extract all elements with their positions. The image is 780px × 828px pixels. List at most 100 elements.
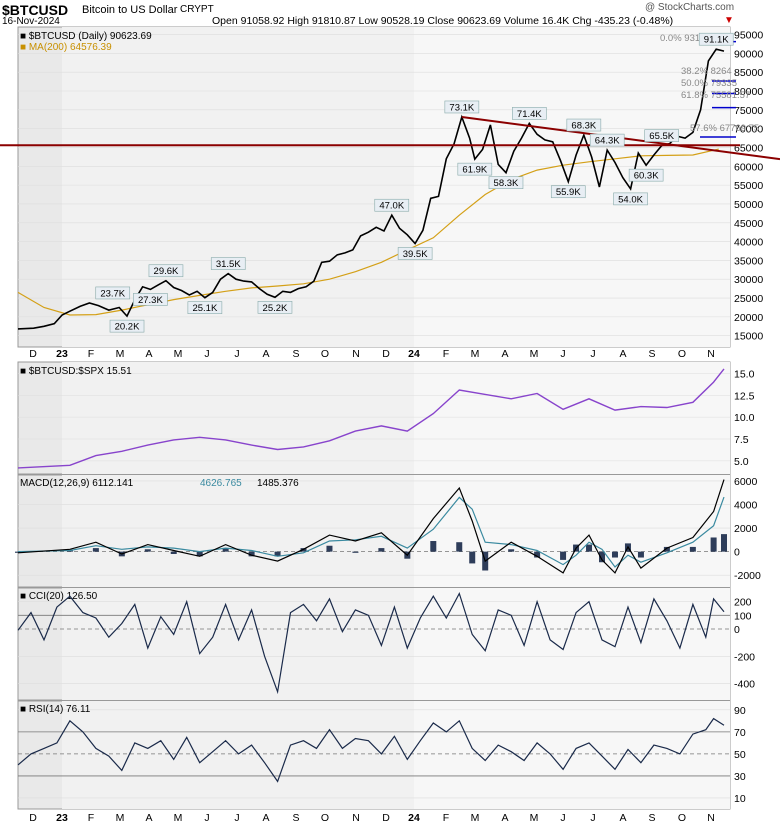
- xtick: J: [204, 348, 209, 360]
- peak-label: 20.2K: [115, 322, 140, 333]
- macd-hist-bar: [222, 548, 229, 552]
- macd-hist-bar: [599, 551, 606, 563]
- peak-label: 47.0K: [379, 201, 404, 212]
- ytick: 7.5: [734, 434, 749, 446]
- xtick: M: [116, 348, 125, 360]
- ytick: 0: [734, 547, 740, 559]
- xtick: M: [174, 812, 183, 824]
- xtick: F: [443, 348, 449, 360]
- peak-label-box: [397, 247, 433, 260]
- xtick: F: [88, 812, 94, 824]
- macd-hist-bar: [326, 545, 333, 552]
- ratio-line: [17, 368, 725, 469]
- exchange-label: CRYPT: [180, 4, 214, 15]
- xtick: O: [321, 812, 329, 824]
- peak-label: 60.3K: [634, 171, 659, 182]
- ytick: 30: [734, 771, 746, 783]
- ratio-panel: 5.0 7.5 10.0 12.5 15.0 ■ $BTCUSD:$SPX 15.51: [17, 361, 755, 475]
- legend-macd-hist: 1485.376: [257, 478, 299, 489]
- xtick: M: [471, 348, 480, 360]
- xtick: O: [321, 348, 329, 360]
- peak-label: 25.2K: [263, 303, 288, 314]
- peak-label: 91.1K: [704, 35, 729, 46]
- rsi-panel: 10 30 50 70 90 ■ RSI(14) 76.11: [17, 700, 746, 810]
- xtick: S: [292, 812, 299, 824]
- xtick: D: [382, 812, 390, 824]
- xtick: D: [29, 812, 37, 824]
- macd-hist-bar: [689, 546, 696, 552]
- legend-price: ■ $BTCUSD (Daily) 90623.69: [20, 31, 152, 42]
- ytick: 70: [734, 727, 746, 739]
- xtick: F: [88, 348, 94, 360]
- peak-label: 64.3K: [595, 136, 620, 147]
- peak-label-box: [148, 264, 184, 278]
- peak-label-box: [374, 198, 410, 212]
- ytick: -2000: [734, 570, 761, 582]
- xtick: A: [262, 348, 269, 360]
- price-ytick: 85000: [734, 67, 763, 79]
- xtick: N: [707, 812, 715, 824]
- xtick: 24: [408, 348, 420, 360]
- xtick: J: [560, 348, 565, 360]
- peak-label-box: [512, 107, 547, 120]
- xtick: N: [707, 348, 715, 360]
- xtick: S: [648, 348, 655, 360]
- peak-label-box: [628, 168, 664, 182]
- xtick: F: [443, 812, 449, 824]
- legend-macd-signal: 4626.765: [200, 478, 242, 489]
- peak-label: 23.7K: [100, 288, 125, 299]
- peak-label-box: [95, 286, 131, 300]
- price-ytick: 45000: [734, 218, 763, 230]
- xtick: A: [619, 812, 626, 824]
- price-panel: 15000 20000 25000 30000 35000 40000 45000 50000…: [0, 26, 780, 348]
- peak-label: 31.5K: [216, 259, 241, 270]
- xtick: 23: [56, 348, 68, 360]
- xtick: 23: [56, 812, 68, 824]
- xtick: S: [648, 812, 655, 824]
- fib-label: 61.8% 75581.57: [681, 90, 750, 101]
- macd-hist-bar: [586, 544, 593, 552]
- peak-label-box: [566, 118, 602, 132]
- macd-hist-bar: [430, 541, 437, 552]
- peak-label-box: [644, 129, 680, 142]
- xtick: A: [262, 812, 269, 824]
- macd-hist-bar: [710, 537, 717, 552]
- peak-label: 61.9K: [462, 165, 487, 176]
- macd-shade-2024: [414, 475, 730, 587]
- macd-hist-bar: [637, 551, 644, 558]
- xtick: A: [145, 348, 152, 360]
- peak-label-box: [698, 32, 734, 46]
- ratio-shade-2024: [414, 362, 730, 474]
- legend-cci: ■ CCI(20) 126.50: [20, 591, 98, 602]
- peak-label-box: [550, 185, 586, 199]
- xtick: N: [352, 812, 360, 824]
- peak-label: 55.9K: [556, 187, 581, 198]
- security-name: Bitcoin to US Dollar: [82, 4, 178, 16]
- macd-signal-line: [17, 496, 725, 568]
- peak-label: 29.6K: [154, 266, 179, 277]
- peak-label-box: [488, 176, 524, 189]
- macd-hist-bar: [248, 551, 255, 557]
- cci-shade-2024: [414, 588, 730, 700]
- macd-hist-bar: [456, 542, 463, 552]
- macd-hist-bar: [170, 551, 177, 554]
- xtick: O: [678, 812, 686, 824]
- ytick: -200: [734, 651, 755, 663]
- ytick: 10.0: [734, 412, 755, 424]
- price-ytick: 95000: [734, 30, 763, 42]
- peak-label: 58.3K: [494, 178, 519, 189]
- legend-rsi: ■ RSI(14) 76.11: [20, 704, 91, 715]
- xtick: D: [382, 348, 390, 360]
- xtick: A: [501, 348, 508, 360]
- ytick: 6000: [734, 476, 758, 488]
- peak-label-box: [109, 319, 145, 333]
- price-ytick: 60000: [734, 161, 763, 173]
- xtick: N: [352, 348, 360, 360]
- ytick: 90: [734, 705, 746, 717]
- macd-panel: -2000 0 2000 4000 6000 MACD(12,26,9) 6112.14…: [15, 474, 761, 588]
- date-label: 16-Nov-2024: [2, 16, 60, 27]
- price-ytick: 25000: [734, 293, 763, 305]
